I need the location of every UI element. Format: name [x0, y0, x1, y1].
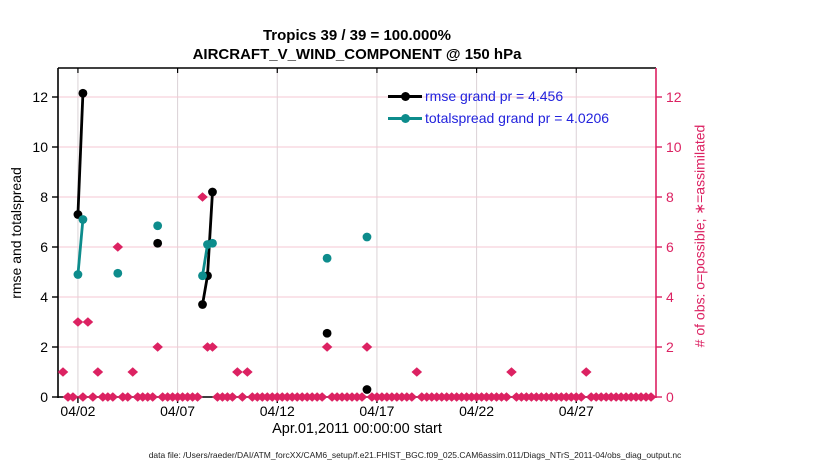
chart-title: Tropics 39 / 39 = 100.000% AIRCRAFT_V_WI… — [58, 26, 656, 64]
obs-count-marker — [77, 392, 89, 402]
obs-count-marker — [112, 242, 124, 252]
rmse-point — [362, 385, 372, 394]
legend-marker-totalspread — [388, 111, 422, 125]
obs-count-marker — [406, 392, 418, 402]
left-y-tick-label: 6 — [40, 239, 48, 255]
totalspread-point — [153, 221, 163, 231]
x-tick-label: 04/02 — [60, 403, 95, 419]
obs-count-marker — [152, 342, 163, 352]
totalspread-point — [113, 268, 123, 278]
obs-count-marker — [127, 367, 139, 377]
rmse-point — [153, 238, 163, 248]
right-y-tick-label: 12 — [666, 89, 682, 105]
obs-count-marker — [122, 392, 134, 402]
right-y-tick-label: 2 — [666, 339, 674, 355]
obs-count-marker — [107, 392, 119, 402]
obs-count-marker — [411, 367, 423, 377]
left-axis-label: rmse and totalspread — [8, 167, 24, 299]
totalspread-point — [322, 253, 332, 263]
obs-count-marker — [57, 367, 69, 377]
obs-count-marker — [67, 392, 79, 402]
obs-count-marker — [580, 367, 592, 377]
obs-count-marker — [506, 367, 517, 377]
left-y-tick-label: 4 — [40, 289, 48, 305]
obs-count-marker — [192, 392, 203, 402]
obs-count-marker — [575, 392, 587, 402]
x-axis-label: Apr.01,2011 00:00:00 start — [272, 421, 442, 437]
totalspread-point — [208, 238, 217, 248]
legend: rmse grand pr = 4.456 totalspread grand … — [388, 85, 609, 129]
left-y-tick-label: 10 — [32, 139, 48, 155]
right-y-tick-label: 0 — [666, 389, 674, 405]
obs-count-marker — [316, 392, 328, 402]
data-file-path: data file: /Users/raeder/DAI/ATM_forcXX/… — [148, 450, 682, 460]
totalspread-line — [76, 219, 85, 275]
left-y-tick-label: 0 — [40, 389, 48, 405]
obs-count-marker — [645, 392, 657, 402]
totalspread-dot-swatch — [400, 113, 410, 123]
obs-count-marker — [321, 342, 333, 352]
x-tick-label: 04/27 — [559, 403, 594, 419]
right-axis-label: # of obs: o=possible; ∗=assimilated — [691, 124, 708, 348]
totalspread-point — [78, 215, 88, 224]
totalspread-point — [73, 270, 83, 279]
totalspread-point — [362, 232, 372, 242]
rmse-line — [76, 93, 85, 215]
obs-count-marker — [232, 367, 243, 377]
obs-count-marker — [356, 392, 368, 402]
x-tick-label: 04/07 — [160, 403, 195, 419]
obs-count-marker — [197, 192, 208, 202]
obs-count-marker — [361, 342, 373, 352]
rmse-point — [208, 187, 217, 197]
left-y-tick-label: 12 — [32, 89, 48, 105]
legend-entry-rmse: rmse grand pr = 4.456 — [388, 85, 609, 107]
chart-title-line1: Tropics 39 / 39 = 100.000% — [262, 27, 452, 44]
rmse-point — [198, 300, 207, 309]
rmse-point — [78, 88, 88, 98]
totalspread-point — [198, 271, 207, 281]
obs-count-marker — [242, 367, 253, 377]
x-tick-label: 04/22 — [459, 403, 494, 419]
right-y-tick-label: 6 — [666, 239, 674, 255]
rmse-point — [322, 328, 332, 338]
obs-count-marker — [92, 367, 104, 377]
obs-count-marker — [501, 392, 512, 402]
legend-label-rmse: rmse grand pr = 4.456 — [425, 88, 564, 104]
chart-title-line2: AIRCRAFT_V_WIND_COMPONENT @ 150 hPa — [192, 46, 522, 63]
obs-count-marker — [82, 317, 94, 327]
right-y-tick-label: 4 — [666, 289, 674, 305]
rmse-dot-swatch — [400, 91, 410, 101]
x-tick-label: 04/12 — [260, 403, 295, 419]
left-y-tick-label: 2 — [40, 339, 48, 355]
obs-count-marker — [147, 392, 158, 402]
x-tick-label: 04/17 — [359, 403, 394, 419]
left-y-tick-label: 8 — [40, 189, 48, 205]
obs-count-marker — [87, 392, 99, 402]
right-y-tick-label: 10 — [666, 139, 682, 155]
right-y-tick-label: 8 — [666, 189, 674, 205]
obs-count-marker — [237, 392, 248, 402]
legend-entry-totalspread: totalspread grand pr = 4.0206 — [388, 107, 609, 129]
legend-label-totalspread: totalspread grand pr = 4.0206 — [425, 110, 610, 126]
obs-count-marker — [207, 342, 218, 352]
obs-count-marker — [72, 317, 84, 327]
obs-count-marker — [227, 392, 238, 402]
legend-marker-rmse — [388, 89, 422, 103]
